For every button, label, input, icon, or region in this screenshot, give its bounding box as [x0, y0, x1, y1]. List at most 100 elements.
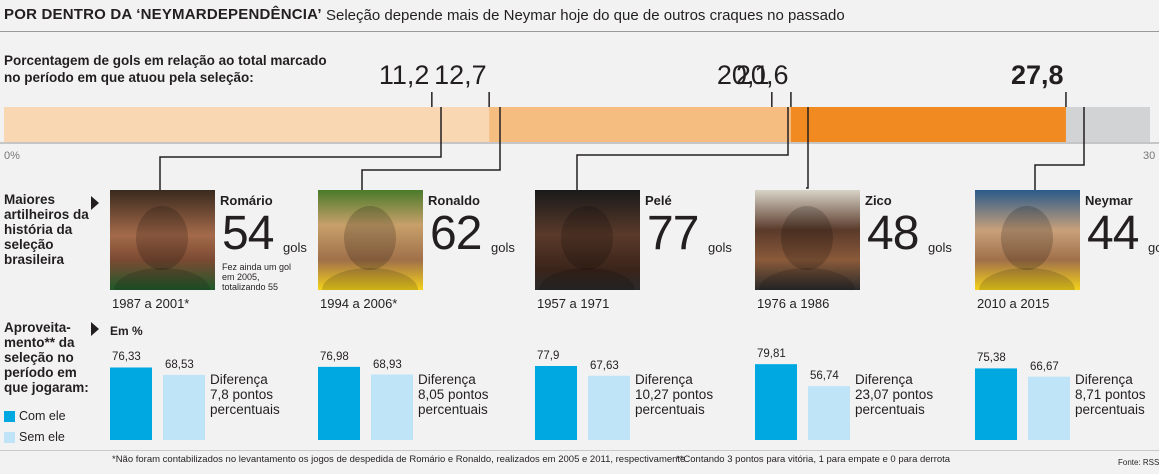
perf-bar-without-pele: [588, 375, 630, 440]
legend-label-with: Com ele: [19, 409, 66, 423]
page-subtitle: Seleção depende mais de Neymar hoje do q…: [326, 7, 845, 24]
scorers-section-label: Maiores artilheiros da história da seleç…: [4, 192, 89, 267]
player-portrait-icon: [322, 206, 418, 290]
diff-unit: percentuais: [210, 402, 280, 417]
diff-unit: percentuais: [418, 402, 488, 417]
perf-value-without-ronaldo: 68,93: [373, 358, 402, 371]
footer-divider: [0, 450, 1159, 451]
goals-unit-neymar: gols: [1148, 240, 1159, 255]
player-note-romario: Fez ainda um gol em 2005, totalizando 55: [222, 262, 292, 292]
diff-value: 23,07 pontos: [855, 387, 934, 402]
diff-title: Diferença: [855, 372, 913, 387]
footnote-1: *Não foram contabilizados no levantament…: [112, 454, 686, 465]
perf-bar-with-ronaldo: [318, 366, 360, 440]
bar-description: Porcentagem de gols em relação ao total …: [4, 53, 327, 85]
perf-bar-with-romario: [110, 367, 152, 440]
diff-title: Diferença: [1075, 372, 1133, 387]
perf-value-with-pele: 77,9: [537, 349, 560, 362]
diff-unit: percentuais: [1075, 402, 1145, 417]
perf-value-with-romario: 76,33: [112, 351, 141, 364]
perf-value-without-pele: 67,63: [590, 359, 619, 372]
player-name-ronaldo: Ronaldo: [428, 193, 480, 208]
player-goals-zico: 48: [867, 207, 919, 260]
perf-bar-without-neymar: [1028, 376, 1070, 440]
player-period-pele: 1957 a 1971: [537, 296, 610, 311]
player-photo-zico: [755, 190, 860, 290]
player-goals-ronaldo: 62: [430, 207, 482, 260]
player-portrait-icon: [539, 206, 635, 290]
pct-label-neymar: 27,8: [1010, 60, 1064, 90]
player-name-neymar: Neymar: [1085, 193, 1133, 208]
diff-value: 7,8 pontos: [210, 387, 274, 402]
player-period-neymar: 2010 a 2015: [977, 296, 1050, 311]
diff-value: 8,71 pontos: [1075, 387, 1146, 402]
perf-value-with-neymar: 75,38: [977, 352, 1006, 365]
bar-segment-ronaldo-pele: [489, 107, 791, 142]
goals-unit-romario: gols: [283, 240, 307, 255]
legend-swatch-with: [4, 411, 15, 422]
diff-neymar: Diferença 8,71 pontos percentuais: [1075, 372, 1159, 417]
diff-unit: percentuais: [635, 402, 705, 417]
pct-label-zico: 20,6: [735, 60, 789, 90]
goals-unit-pele: gols: [708, 240, 732, 255]
player-goals-neymar: 44: [1087, 207, 1139, 260]
diff-unit: percentuais: [855, 402, 925, 417]
diff-ronaldo: Diferença 8,05 pontos percentuais: [418, 372, 518, 417]
perf-value-without-neymar: 66,67: [1030, 360, 1059, 373]
perf-bar-without-ronaldo: [371, 374, 413, 440]
player-photo-pele: [535, 190, 640, 290]
player-name-zico: Zico: [865, 193, 892, 208]
diff-zico: Diferença 23,07 pontos percentuais: [855, 372, 955, 417]
player-photo-ronaldo: [318, 190, 423, 290]
pct-label-romario: 11,2: [378, 60, 430, 90]
goals-unit-zico: gols: [928, 240, 952, 255]
source-label: Fonte: RSSSF: [1118, 458, 1159, 467]
perf-value-without-zico: 56,74: [810, 370, 839, 383]
performance-section-label: Aproveita-mento** da seleção no período …: [4, 320, 89, 395]
bar-segment-remaining: [1065, 107, 1150, 142]
connector-lines: [159, 107, 1085, 190]
perf-value-without-romario: 68,53: [165, 358, 194, 371]
perf-bar-without-zico: [808, 386, 850, 440]
page-title: POR DENTRO DA ‘NEYMARDEPENDÊNCIA’: [4, 6, 322, 23]
diff-romario: Diferença 7,8 pontos percentuais: [210, 372, 310, 417]
diff-pele: Diferença 10,27 pontos percentuais: [635, 372, 735, 417]
diff-title: Diferença: [418, 372, 476, 387]
player-photo-romario: [110, 190, 215, 290]
player-period-romario: 1987 a 2001*: [112, 296, 190, 311]
player-period-ronaldo: 1994 a 2006*: [320, 296, 398, 311]
player-portrait-icon: [759, 206, 855, 290]
pct-label-ronaldo: 12,7: [434, 60, 487, 90]
connector-ronaldo: [361, 107, 501, 190]
pct-label-pele: 20,1: [716, 60, 770, 90]
player-portrait-icon: [114, 206, 210, 290]
perf-bar-with-neymar: [975, 368, 1017, 440]
player-portrait-icon: [979, 206, 1075, 290]
axis-min-label: 0%: [4, 150, 20, 162]
diff-value: 8,05 pontos: [418, 387, 489, 402]
player-photo-neymar: [975, 190, 1080, 290]
bar-segment-pele-zico: [790, 107, 1066, 142]
player-goals-romario: 54: [222, 207, 274, 260]
connector-neymar: [1034, 107, 1085, 190]
player-name-romario: Romário: [220, 193, 273, 208]
diff-title: Diferença: [635, 372, 693, 387]
percentage-bar-chart: [0, 92, 1159, 144]
goals-unit-ronaldo: gols: [491, 240, 515, 255]
diff-value: 10,27 pontos: [635, 387, 714, 402]
connector-romario: [159, 107, 442, 190]
footnote-2: **Contando 3 pontos para vitória, 1 para…: [676, 454, 951, 465]
legend-label-without: Sem ele: [19, 430, 65, 444]
section-arrow-icon: [91, 196, 99, 210]
perf-value-with-zico: 79,81: [757, 348, 786, 361]
perf-bar-with-zico: [755, 364, 797, 440]
perf-bar-with-pele: [535, 365, 577, 440]
header-divider: [0, 31, 1159, 32]
player-goals-pele: 77: [647, 207, 699, 260]
connector-zico: [806, 107, 809, 189]
perf-value-with-ronaldo: 76,98: [320, 350, 349, 363]
bar-segment-romario-ronaldo: [4, 107, 490, 142]
diff-title: Diferença: [210, 372, 268, 387]
player-period-zico: 1976 a 1986: [757, 296, 830, 311]
